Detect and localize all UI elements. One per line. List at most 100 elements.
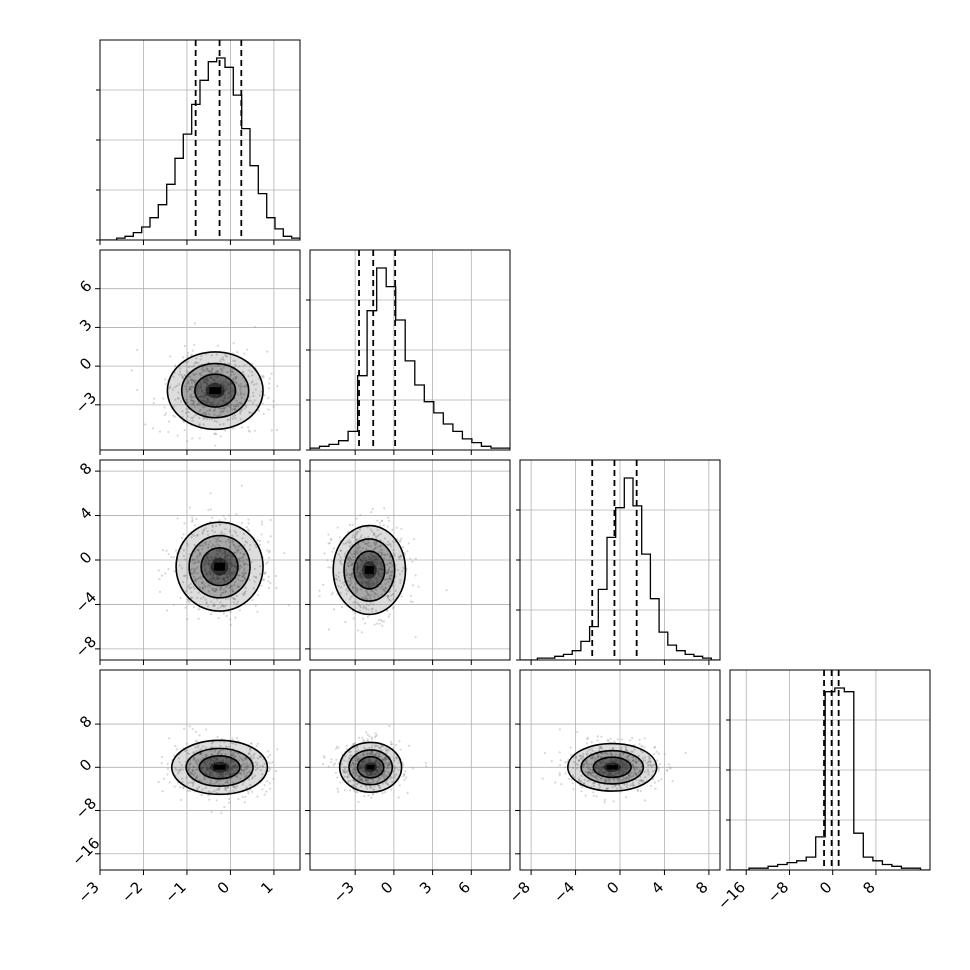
scatter-point <box>217 751 220 755</box>
scatter-point <box>387 771 390 774</box>
scatter-point <box>376 519 379 522</box>
scatter-point <box>208 772 211 776</box>
scatter-point <box>211 367 214 371</box>
histogram-bin <box>778 864 788 870</box>
scatter-point <box>352 761 355 764</box>
scatter-point <box>193 579 196 583</box>
scatter-point <box>242 769 246 772</box>
scatter-point <box>177 769 180 772</box>
scatter-point <box>239 552 242 555</box>
scatter-point <box>190 591 193 594</box>
scatter-point <box>356 757 359 760</box>
scatter-point <box>589 773 593 776</box>
scatter-point <box>249 747 252 750</box>
scatter-point <box>393 765 396 768</box>
scatter-point <box>354 556 357 559</box>
scatter-point <box>256 610 259 613</box>
scatter-point <box>376 765 379 768</box>
scatter-point <box>369 774 372 777</box>
scatter-point <box>248 411 251 414</box>
scatter-point <box>192 606 195 609</box>
scatter-point <box>375 577 378 580</box>
scatter-point <box>375 772 378 775</box>
scatter-point <box>194 577 197 581</box>
scatter-point <box>379 567 383 570</box>
scatter-point <box>649 761 652 764</box>
scatter-point <box>652 753 656 756</box>
scatter-point <box>255 545 258 549</box>
scatter-point <box>230 562 233 565</box>
scatter-point <box>192 379 195 382</box>
scatter-point <box>189 378 192 381</box>
scatter-point <box>360 576 363 579</box>
scatter-point <box>569 746 572 749</box>
scatter-point <box>357 530 360 533</box>
scatter-point <box>215 353 218 356</box>
scatter-point <box>191 567 194 570</box>
scatter-point <box>220 772 223 776</box>
panel-frame <box>729 669 931 871</box>
scatter-point <box>267 769 270 772</box>
scatter-point <box>182 549 185 552</box>
scatter-point <box>380 549 384 552</box>
scatter-point <box>572 788 575 791</box>
scatter-point <box>185 574 188 577</box>
scatter-point <box>333 608 336 611</box>
scatter-point <box>592 775 595 778</box>
scatter-point <box>349 577 352 580</box>
scatter-point <box>392 747 395 750</box>
scatter-point <box>186 544 189 547</box>
scatter-point <box>366 760 370 764</box>
scatter-point <box>363 581 366 584</box>
scatter-point <box>598 775 601 779</box>
scatter-point <box>202 399 205 402</box>
scatter-point <box>192 774 195 777</box>
scatter-point <box>596 774 599 777</box>
scatter-point <box>358 775 361 778</box>
scatter-point <box>212 604 215 608</box>
scatter-point <box>152 401 155 405</box>
scatter-point <box>370 530 374 533</box>
scatter-point <box>212 774 215 777</box>
scatter-point <box>389 762 392 765</box>
scatter-point <box>632 759 635 763</box>
scatter-point <box>200 385 203 388</box>
scatter-point <box>387 764 390 767</box>
scatter-point <box>356 629 360 632</box>
scatter-point <box>231 768 234 771</box>
x-tick-label: 1 <box>257 878 276 897</box>
scatter-point <box>209 540 212 543</box>
scatter-point <box>194 739 198 742</box>
scatter-point <box>229 585 233 588</box>
histogram-bin <box>863 857 873 870</box>
scatter-point <box>564 761 567 764</box>
histogram-bin <box>175 158 183 240</box>
scatter-point <box>383 590 386 593</box>
scatter-point <box>224 604 227 607</box>
scatter-point <box>348 757 351 760</box>
scatter-point <box>349 750 352 753</box>
scatter-point <box>346 540 349 544</box>
scatter-point <box>570 778 573 781</box>
scatter-point <box>379 764 382 767</box>
scatter-point <box>365 772 368 775</box>
scatter-point <box>215 370 218 373</box>
scatter-point <box>386 577 389 581</box>
scatter-point <box>377 776 380 779</box>
scatter-point <box>592 771 596 775</box>
scatter-point <box>598 768 601 771</box>
scatter-point <box>356 562 359 565</box>
scatter-point <box>192 364 195 368</box>
scatter-point <box>655 750 658 753</box>
scatter-point <box>235 513 238 516</box>
scatter-point <box>208 570 211 573</box>
scatter-point <box>237 586 240 589</box>
scatter-point <box>238 560 241 563</box>
scatter-point <box>211 577 214 580</box>
scatter-point <box>604 780 607 783</box>
scatter-point <box>199 395 202 398</box>
scatter-point <box>224 590 228 593</box>
scatter-point <box>377 765 380 768</box>
scatter-point <box>267 575 270 578</box>
scatter-point <box>606 753 609 756</box>
